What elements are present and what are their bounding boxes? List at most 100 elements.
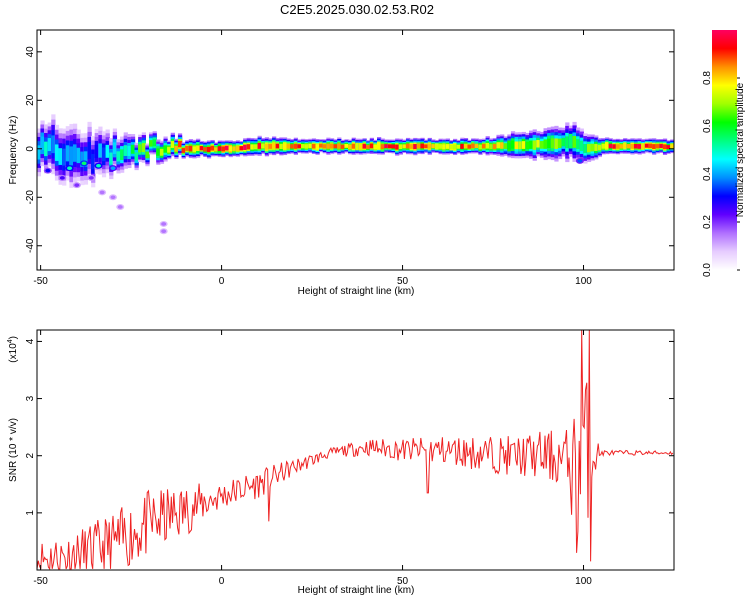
spectrogram-cell — [539, 141, 545, 149]
spectrogram-cell — [112, 142, 118, 154]
spectrogram-cell — [380, 144, 385, 149]
spectrogram-cell — [514, 141, 519, 150]
spectrogram-cell — [297, 144, 302, 149]
spectrogram-cell — [134, 152, 139, 161]
spectrogram-cell — [445, 144, 451, 149]
y-tick-label: 40 — [25, 46, 36, 58]
spectrogram-cell — [65, 145, 70, 162]
spectrogram-cell — [98, 143, 103, 158]
spectrogram-cell — [456, 144, 461, 149]
spectrogram-cell — [203, 147, 208, 152]
spectrogram-blob-core — [110, 166, 116, 170]
spectrogram-cell — [377, 143, 382, 149]
spectrogram-cell — [471, 143, 476, 149]
spectrogram-cell — [460, 143, 465, 149]
colorbar-tick-label: 0.8 — [702, 71, 713, 85]
spectrogram-cell — [648, 143, 653, 148]
spectrogram-cell — [518, 141, 523, 150]
snr-panel: -50 0 50 100 1 2 3 4 Height of straight line (… — [7, 329, 675, 596]
colorbar: 0.0 0.2 0.4 0.6 0.8 Normalized spectral ampl… — [702, 30, 746, 277]
spectrogram-cell — [492, 143, 498, 149]
y-tick: 20 — [25, 94, 674, 106]
spectrogram-cell — [373, 144, 378, 150]
spectrogram-cell — [670, 144, 674, 149]
spectrogram-cell — [630, 143, 635, 149]
spectrogram-cell — [246, 144, 251, 150]
spectrogram-cell — [529, 140, 534, 149]
spectrogram-cell — [576, 139, 581, 149]
spectrogram-cell — [424, 144, 429, 149]
y-tick: 40 — [25, 46, 674, 58]
colorbar-tick: 0.8 — [702, 71, 740, 85]
spectrogram-cell — [94, 144, 99, 159]
spectrogram-cell — [152, 139, 157, 147]
spectrogram-cell — [275, 143, 280, 149]
spectrogram-cell — [196, 145, 201, 152]
spectrogram-cell — [206, 146, 212, 153]
spectrogram-cell — [286, 143, 291, 149]
snr-scale-label: (x104) — [7, 336, 19, 363]
spectrogram-cell — [37, 145, 42, 160]
x-tick-label: 100 — [575, 276, 592, 287]
spectrogram-cell — [554, 138, 559, 150]
spectrogram-cell — [311, 143, 317, 149]
spectrogram-cell — [387, 144, 393, 149]
x-tick: 0 — [219, 330, 225, 587]
spectrogram-cell — [605, 143, 610, 149]
spectrogram-cell — [594, 143, 599, 152]
spectrogram-cell — [80, 151, 85, 167]
x-tick-label: 0 — [219, 276, 225, 287]
spectrogram-cell — [550, 138, 555, 149]
spectrogram-cell — [467, 144, 472, 149]
spectrogram-cell — [250, 144, 255, 150]
spectrogram-cell — [181, 148, 186, 153]
spectrogram-cell — [427, 143, 432, 149]
spectrogram-cell — [174, 145, 179, 152]
spectrogram-cell — [210, 145, 215, 151]
colorbar-tick: 0.4 — [702, 167, 740, 181]
spectrogram-cell — [264, 144, 270, 150]
spectrogram-cell — [290, 144, 295, 149]
spectrogram-cell — [590, 143, 595, 152]
x-tick: 100 — [575, 30, 592, 287]
spectrogram-cell — [87, 141, 92, 159]
y-tick-label: 4 — [25, 338, 36, 344]
spectrogram-cell — [525, 141, 530, 149]
spectrogram-cell — [272, 143, 277, 149]
x-tick: -50 — [33, 330, 48, 587]
spectrogram-cell — [543, 139, 548, 149]
spectrogram-cell — [561, 137, 566, 147]
chart-title: C2E5.2025.030.02.53.R02 — [280, 2, 434, 17]
spectrogram-cell — [333, 144, 338, 149]
y-tick: -20 — [25, 190, 674, 204]
spectrogram-cell — [369, 143, 374, 149]
spectrogram-cell — [138, 144, 143, 153]
snr-x-ticks: -50 0 50 100 — [33, 330, 592, 587]
x-tick-label: 100 — [575, 576, 592, 587]
y-tick: 4 — [25, 338, 674, 344]
spectrogram-cell — [409, 144, 414, 149]
x-tick-label: 50 — [397, 576, 409, 587]
colorbar-tick-label: 0.6 — [702, 119, 713, 133]
spectrogram-marks — [37, 114, 674, 235]
spectrogram-cell — [362, 143, 367, 149]
spectrogram-cell — [221, 146, 226, 152]
spectrogram-cell — [141, 143, 146, 153]
spectrogram-cell — [565, 136, 570, 149]
spectrogram-cell — [268, 144, 273, 149]
spectrogram-blob-core — [45, 168, 51, 173]
spectrogram-cell — [652, 144, 657, 149]
spectrogram-cell — [449, 145, 454, 150]
spectrogram-cell — [130, 144, 136, 154]
spectrogram-frame — [36, 29, 675, 271]
spectrogram-cell — [384, 144, 389, 149]
x-tick-label: -50 — [33, 576, 48, 587]
spectrogram-cell — [322, 144, 327, 149]
spectrogram-cell — [637, 144, 642, 149]
spectrogram-cell — [641, 144, 646, 149]
spectrogram-cell — [120, 149, 125, 161]
spectrogram-cell — [225, 145, 230, 151]
spectrogram-cell — [261, 143, 266, 149]
x-tick: 100 — [575, 330, 592, 587]
